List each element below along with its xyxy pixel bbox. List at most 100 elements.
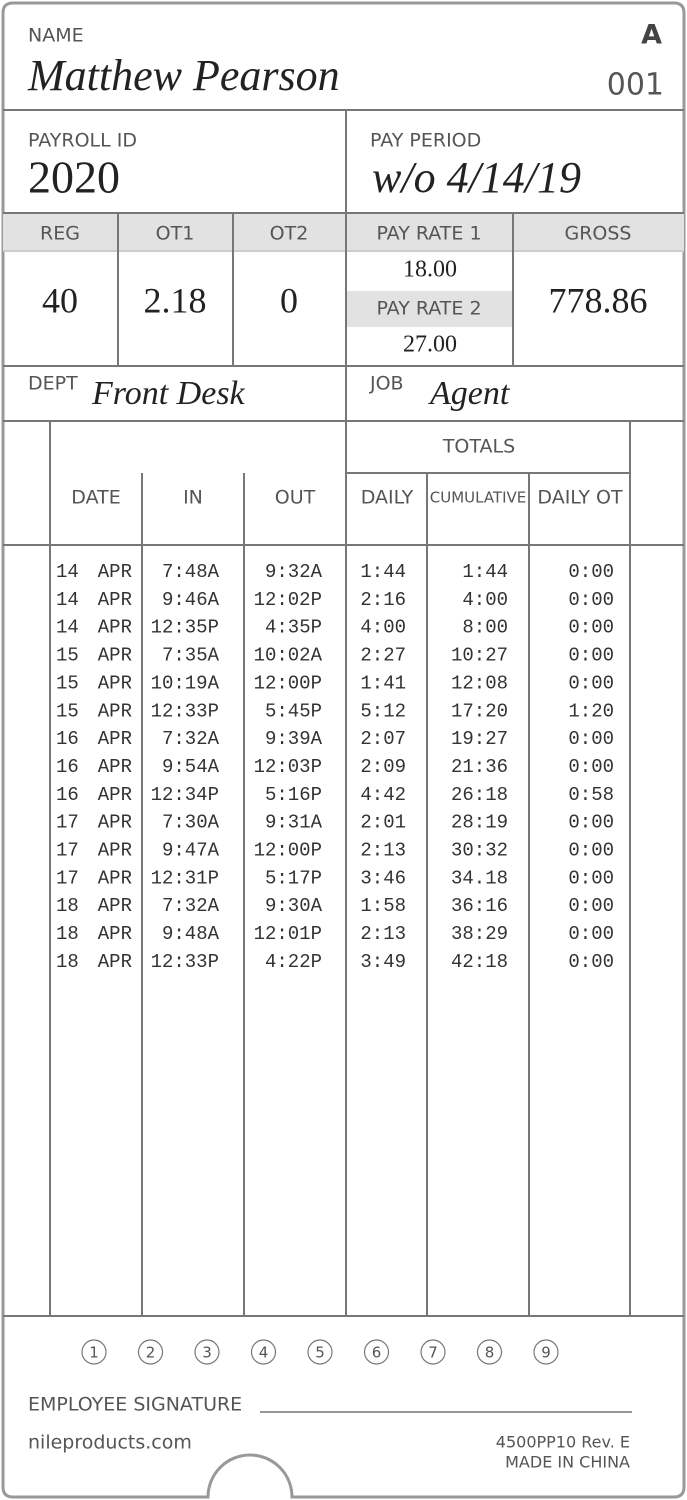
month: APR bbox=[98, 561, 132, 583]
day-circle bbox=[420, 1339, 446, 1365]
day-number: 1 bbox=[89, 1344, 99, 1362]
signature-label: EMPLOYEE SIGNATURE bbox=[28, 1394, 242, 1416]
payroll-id: 2020 bbox=[28, 152, 120, 203]
day: 17 bbox=[56, 867, 79, 889]
daily-ot: 0:00 bbox=[568, 840, 614, 862]
time-out: 12:00P bbox=[254, 840, 322, 862]
daily-ot: 0:00 bbox=[568, 756, 614, 778]
daily-ot: 1:20 bbox=[568, 700, 614, 722]
day-circle bbox=[194, 1339, 220, 1365]
pay-period: w/o 4/14/19 bbox=[372, 153, 581, 202]
day: 18 bbox=[56, 895, 79, 917]
month: APR bbox=[98, 728, 132, 750]
column-header: CUMULATIVE bbox=[430, 489, 527, 507]
day-number: 5 bbox=[315, 1344, 325, 1362]
day-circle bbox=[476, 1339, 503, 1365]
month: APR bbox=[98, 700, 132, 722]
time-in: 12:34P bbox=[151, 784, 219, 806]
time-in: 7:30A bbox=[162, 812, 220, 834]
time-in: 9:54A bbox=[162, 756, 220, 778]
daily: 5:12 bbox=[360, 700, 406, 722]
cumulative: 19:27 bbox=[451, 728, 508, 750]
month: APR bbox=[98, 784, 132, 806]
card-letter: A bbox=[641, 20, 662, 51]
daily-ot: 0:00 bbox=[568, 617, 614, 639]
daily: 2:13 bbox=[360, 840, 406, 862]
daily-ot: 0:00 bbox=[568, 923, 614, 945]
time-out: 9:30A bbox=[265, 895, 323, 917]
hours-header: REG bbox=[40, 223, 80, 245]
daily: 2:27 bbox=[360, 645, 406, 667]
cumulative: 34.18 bbox=[451, 867, 508, 889]
rate1: 18.00 bbox=[403, 257, 457, 283]
time-in: 7:48A bbox=[162, 561, 220, 583]
month: APR bbox=[98, 617, 132, 639]
daily-ot: 0:00 bbox=[568, 645, 614, 667]
gross-label: GROSS bbox=[564, 223, 631, 245]
day-circle bbox=[137, 1339, 164, 1365]
time-out: 9:31A bbox=[265, 812, 323, 834]
time-in: 7:32A bbox=[162, 895, 220, 917]
totals-label: TOTALS bbox=[442, 436, 515, 458]
hours-value: 0 bbox=[280, 280, 298, 320]
day-number: 3 bbox=[202, 1344, 212, 1362]
column-header: DAILY OT bbox=[537, 487, 623, 509]
month: APR bbox=[98, 645, 132, 667]
day: 14 bbox=[56, 589, 79, 611]
time-out: 4:35P bbox=[265, 617, 322, 639]
time-in: 9:46A bbox=[162, 589, 220, 611]
daily: 1:41 bbox=[360, 672, 406, 694]
website: nileproducts.com bbox=[28, 1432, 192, 1454]
day: 16 bbox=[56, 728, 79, 750]
day-number: 9 bbox=[541, 1344, 551, 1362]
time-in: 12:35P bbox=[151, 617, 219, 639]
column-header: OUT bbox=[275, 487, 316, 509]
day: 14 bbox=[56, 561, 79, 583]
daily-ot: 0:00 bbox=[568, 561, 614, 583]
hours-header: OT2 bbox=[270, 223, 309, 245]
cumulative: 8:00 bbox=[462, 617, 508, 639]
cumulative: 36:16 bbox=[451, 895, 508, 917]
day-number: 2 bbox=[146, 1344, 156, 1362]
day: 18 bbox=[56, 951, 79, 973]
name-label: NAME bbox=[28, 25, 84, 47]
daily: 1:58 bbox=[360, 895, 406, 917]
day: 17 bbox=[56, 840, 79, 862]
job-label: JOB bbox=[369, 373, 404, 395]
day-number: 7 bbox=[428, 1344, 438, 1362]
cumulative: 42:18 bbox=[451, 951, 508, 973]
month: APR bbox=[98, 895, 132, 917]
day-number: 8 bbox=[485, 1344, 495, 1362]
month: APR bbox=[98, 840, 132, 862]
daily-ot: 0:00 bbox=[568, 728, 614, 750]
daily: 2:09 bbox=[360, 756, 406, 778]
hours-value: 2.18 bbox=[144, 280, 207, 320]
day-circle bbox=[533, 1339, 559, 1365]
time-in: 12:31P bbox=[151, 867, 219, 889]
column-header: DATE bbox=[71, 487, 120, 509]
day-circle bbox=[250, 1339, 277, 1365]
time-in: 12:33P bbox=[151, 700, 219, 722]
time-in: 7:32A bbox=[162, 728, 220, 750]
cumulative: 4:00 bbox=[462, 589, 508, 611]
time-out: 5:45P bbox=[265, 700, 322, 722]
card-number: 001 bbox=[607, 68, 664, 103]
time-out: 12:00P bbox=[254, 672, 322, 694]
header-band bbox=[3, 213, 684, 251]
cumulative: 1:44 bbox=[462, 561, 508, 583]
daily: 4:00 bbox=[360, 617, 406, 639]
daily: 2:13 bbox=[360, 923, 406, 945]
day: 17 bbox=[56, 812, 79, 834]
time-out: 12:03P bbox=[254, 756, 322, 778]
time-out: 5:16P bbox=[265, 784, 322, 806]
daily: 2:16 bbox=[360, 589, 406, 611]
pay-period-label: PAY PERIOD bbox=[370, 130, 481, 152]
dept: Front Desk bbox=[91, 375, 246, 412]
time-out: 10:02A bbox=[254, 645, 323, 667]
day: 14 bbox=[56, 617, 79, 639]
time-in: 9:48A bbox=[162, 923, 220, 945]
job: Agent bbox=[428, 375, 511, 412]
daily-ot: 0:58 bbox=[568, 784, 614, 806]
